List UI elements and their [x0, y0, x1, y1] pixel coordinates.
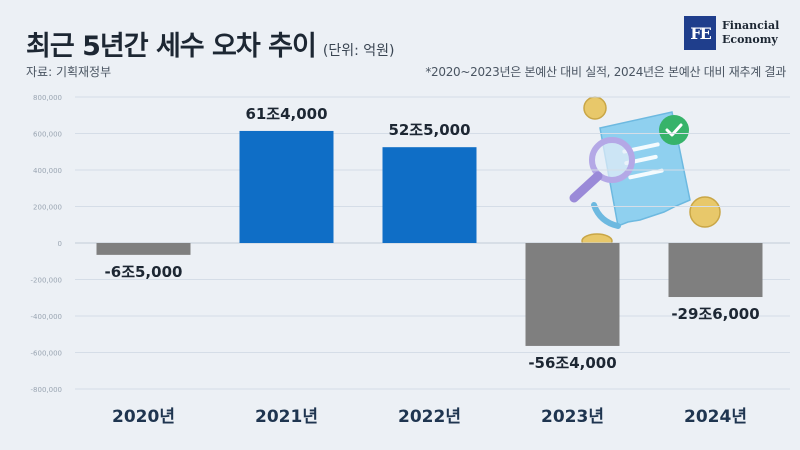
coin-icon: [583, 96, 607, 120]
x-category-label: 2022년: [398, 407, 461, 427]
y-tick-label: -200,000: [31, 277, 62, 285]
data-label: -29조6,000: [671, 305, 759, 323]
y-tick-label: 800,000: [33, 94, 62, 102]
footnote: *2020~2023년은 본예산 대비 실적, 2024년은 본예산 대비 재추…: [425, 65, 786, 79]
x-category-label: 2024년: [684, 407, 747, 427]
chart-title-group: 최근 5년간 세수 오차 추이 (단위: 억원): [26, 24, 395, 63]
brand-logo: FE Financial Economy: [684, 16, 779, 50]
y-tick-label: 200,000: [33, 204, 62, 212]
bar: [382, 147, 477, 243]
data-label: 52조5,000: [388, 121, 470, 139]
logo-line-2: Economy: [722, 33, 778, 46]
y-tick-label: 400,000: [33, 167, 62, 175]
coin-icon: [689, 196, 721, 228]
y-tick-label: -800,000: [31, 386, 62, 394]
magnifier-handle: [569, 171, 603, 203]
chart-title: 최근 5년간 세수 오차 추이: [26, 31, 317, 62]
y-tick-label: 600,000: [33, 131, 62, 139]
logo-text: Financial Economy: [722, 19, 779, 47]
x-category-label: 2020년: [112, 407, 175, 427]
bar: [96, 243, 191, 255]
bar: [668, 243, 763, 298]
bar: [525, 243, 620, 346]
receipt-line: [628, 168, 664, 180]
data-label: -6조5,000: [105, 263, 183, 281]
logo-mark: FE: [684, 16, 716, 50]
data-label: -56조4,000: [528, 354, 616, 372]
x-category-label: 2021년: [255, 407, 318, 427]
check-badge-icon: [659, 115, 689, 145]
x-category-label: 2023년: [541, 407, 604, 427]
y-tick-label: 0: [58, 240, 62, 248]
y-tick-label: -600,000: [31, 350, 62, 358]
bar: [239, 130, 334, 243]
receipt-curl: [591, 202, 621, 229]
unit-label: (단위: 억원): [322, 43, 395, 59]
data-label: 61조4,000: [245, 105, 327, 123]
receipt-illustration: [569, 96, 721, 249]
check-mark: [665, 123, 683, 137]
logo-line-1: Financial: [722, 19, 780, 32]
source-label: 자료: 기획재정부: [26, 65, 112, 79]
y-tick-label: -400,000: [31, 313, 62, 321]
